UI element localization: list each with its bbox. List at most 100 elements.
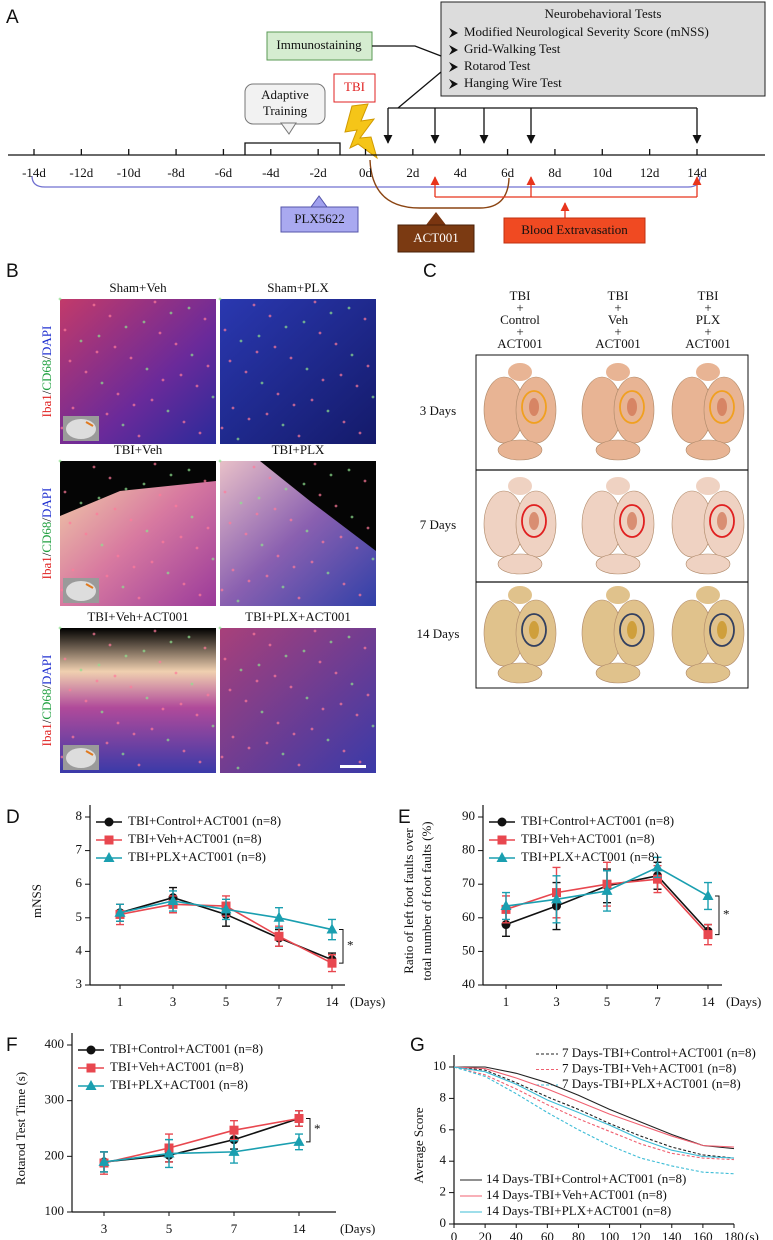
stain-separator: /: [39, 719, 54, 723]
x-axis-label: (Days): [340, 1221, 375, 1236]
micro-cell: [132, 565, 136, 569]
micro-cell: [257, 496, 261, 500]
x-tick-label: 14: [326, 994, 340, 1009]
tests-box: [440, 1, 766, 97]
micro-cell: [273, 674, 277, 678]
micro-cell: [318, 331, 322, 335]
micro-cell: [169, 473, 173, 477]
micro-cell: [145, 696, 149, 700]
micro-cell: [132, 732, 136, 736]
micro-cell: [347, 468, 351, 472]
micro-cell: [228, 521, 232, 525]
micro-cell: [268, 643, 272, 647]
brain-bulb: [606, 586, 630, 604]
micro-cell: [129, 356, 133, 360]
connector: [397, 71, 442, 109]
micro-cell: [187, 468, 191, 472]
photo-column-label: +: [516, 324, 523, 339]
x-axis-label: (Days): [726, 994, 761, 1009]
micro-cell: [247, 579, 251, 583]
micro-cell: [100, 710, 104, 714]
micro-cell: [260, 710, 264, 714]
panel-label: B: [6, 261, 19, 282]
legend-label: TBI+Control+ACT001 (n=8): [128, 813, 281, 828]
micro-cell: [223, 328, 227, 332]
micro-cell: [145, 529, 149, 533]
lesion: [529, 512, 539, 530]
legend-label: TBI+Control+ACT001 (n=8): [521, 813, 674, 828]
x-tick-label: 100: [600, 1229, 620, 1240]
timeline-day: 4d: [454, 165, 468, 180]
lightning: [344, 103, 378, 160]
micro-cell: [150, 727, 154, 731]
micro-cell: [244, 699, 248, 703]
micro-cell: [326, 738, 330, 742]
micro-cell: [220, 588, 224, 592]
micro-cell: [158, 660, 162, 664]
micro-cell: [255, 512, 259, 516]
micro-cell: [302, 320, 306, 324]
significance-mark: *: [347, 937, 354, 952]
micro-cell: [347, 635, 351, 639]
x-tick-label: 80: [572, 1229, 585, 1240]
micro-cell: [247, 746, 251, 750]
micro-cell: [142, 482, 146, 486]
connector: [372, 45, 442, 57]
x-tick-label: 5: [604, 994, 611, 1009]
brain-cerebellum: [685, 553, 731, 575]
micro-cell: [218, 459, 222, 463]
x-tick-label: 60: [541, 1229, 554, 1240]
x-tick-label: 5: [223, 994, 230, 1009]
micro-cell: [121, 423, 125, 427]
legend-marker: [86, 1063, 96, 1073]
micro-cell: [113, 674, 117, 678]
brain-bulb: [508, 363, 532, 381]
micro-cell: [350, 515, 354, 519]
micro-cell: [206, 526, 210, 530]
test-item: Hanging Wire Test: [464, 75, 562, 90]
micro-image: [220, 299, 376, 444]
legend-label: 14 Days-TBI+Control+ACT001 (n=8): [486, 1171, 686, 1186]
stain-separator: /: [39, 552, 54, 556]
marker: [167, 895, 179, 905]
legend-label: TBI+Veh+ACT001 (n=8): [128, 831, 262, 846]
immunostaining-label: Immunostaining: [276, 37, 362, 52]
photo-row-label: 7 Days: [420, 517, 456, 532]
micro-cell: [371, 395, 375, 399]
timeline-day: 6d: [501, 165, 515, 180]
micro-cell: [358, 431, 362, 435]
micro-cell: [113, 345, 117, 349]
micro-cell: [358, 593, 362, 597]
legend-label: 7 Days-TBI+PLX+ACT001 (n=8): [562, 1076, 741, 1091]
legend-label: 14 Days-TBI+Veh+ACT001 (n=8): [486, 1187, 667, 1202]
stain-label: Iba1/CD68/DAPI: [39, 655, 54, 747]
micro-cell: [142, 320, 146, 324]
photo-column-label: +: [704, 300, 711, 315]
marker: [163, 1147, 175, 1158]
micro-cell: [273, 507, 277, 511]
micro-cell: [355, 384, 359, 388]
micro-cell: [292, 565, 296, 569]
micro-cell: [284, 654, 288, 658]
series-line: [103, 1141, 300, 1163]
micro-cell: [231, 735, 235, 739]
legend-marker: [103, 852, 115, 862]
brain-bulb: [696, 477, 720, 495]
stain-separator: /: [39, 685, 54, 689]
x-tick-label: 1: [117, 994, 124, 1009]
marker: [114, 906, 126, 917]
y-tick-label: 70: [462, 875, 475, 890]
legend-label: 7 Days-TBI+Control+ACT001 (n=8): [562, 1045, 756, 1060]
micro-cell: [145, 367, 149, 371]
micro-cell: [339, 535, 343, 539]
micro-cell: [252, 303, 256, 307]
brain-cerebellum: [595, 662, 641, 684]
y-tick-label: 100: [45, 1203, 65, 1218]
micro-cell: [257, 334, 261, 338]
x-tick-label: 3: [170, 994, 177, 1009]
stain-name: CD68: [39, 689, 54, 720]
bubble-pointer: [280, 122, 297, 135]
micro-title: TBI+Veh+ACT001: [87, 609, 188, 624]
y-tick-label: 6: [440, 1121, 447, 1136]
